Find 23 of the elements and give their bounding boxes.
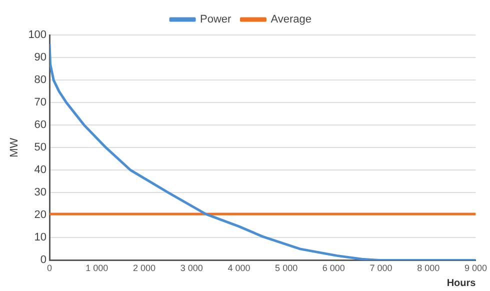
x-tick-label: 9 000 [464,263,488,274]
x-tick-label: 1 000 [86,263,108,274]
x-tick-label: 8 000 [417,263,440,274]
x-tick-label: 4 000 [228,263,250,274]
x-tick-label: 2 000 [132,263,156,274]
y-tick-label: 60 [34,119,47,132]
y-tick-label: 100 [28,29,47,42]
y-tick-label: 80 [34,74,47,86]
y-tick-label: 30 [34,186,47,199]
x-tick-label: 5 000 [275,263,298,274]
y-tick-label: 10 [34,232,47,244]
x-axis-title: Hours [446,278,476,289]
y-axis-title: MW [8,137,21,158]
y-tick-label: 70 [34,96,47,109]
x-tick-label: 6 000 [322,263,345,274]
legend-label: Average [270,14,312,26]
y-tick-label: 50 [34,142,47,154]
y-tick-label: 90 [34,52,47,64]
x-tick-label: 7 000 [370,263,392,274]
y-tick-label: 40 [34,164,47,176]
legend-label: Power [200,14,232,26]
y-tick-label: 20 [34,209,47,222]
x-tick-label: 3 000 [180,263,203,274]
